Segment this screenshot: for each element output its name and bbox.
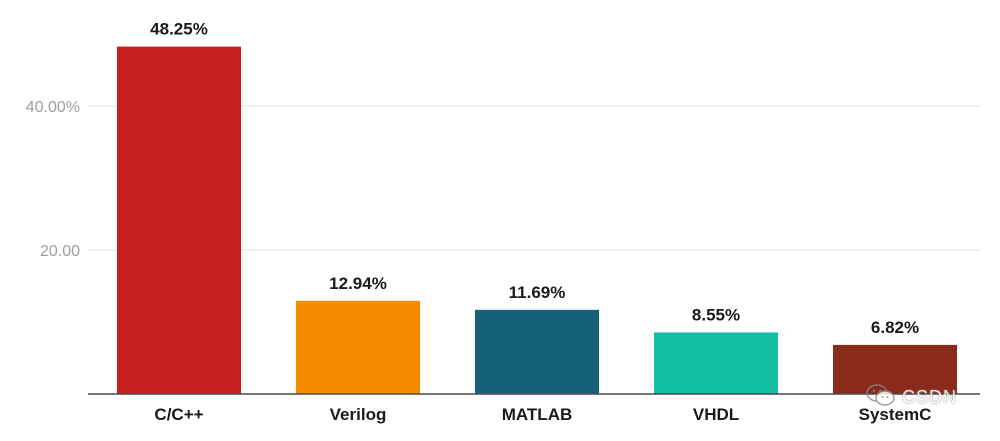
x-tick-label: VHDL	[693, 405, 739, 424]
y-axis-ticks: 20.00 40.00%	[26, 99, 80, 260]
bars	[117, 46, 957, 394]
y-tick-label: 20.00	[40, 243, 80, 260]
data-label: 6.82%	[871, 318, 919, 337]
wechat-icon	[866, 383, 896, 412]
data-label: 12.94%	[329, 274, 387, 293]
labels: 48.25% C/C++ 12.94% Verilog 11.69% MATLAB 8.55…	[150, 20, 931, 424]
bar	[475, 309, 599, 394]
bar	[833, 344, 957, 394]
x-tick-label: C/C++	[154, 405, 203, 424]
x-tick-label: MATLAB	[502, 405, 573, 424]
bar	[296, 300, 420, 394]
watermark-text: CSDN	[902, 386, 958, 407]
y-tick-label: 40.00%	[26, 99, 80, 116]
watermark: CSDN	[866, 383, 958, 412]
bar	[654, 332, 778, 394]
x-tick-label: Verilog	[330, 405, 387, 424]
data-label: 11.69%	[509, 283, 566, 302]
bar	[117, 46, 241, 394]
data-label: 8.55%	[692, 305, 740, 324]
data-label: 48.25%	[150, 20, 208, 39]
x-tick-label: SystemC	[859, 405, 932, 424]
